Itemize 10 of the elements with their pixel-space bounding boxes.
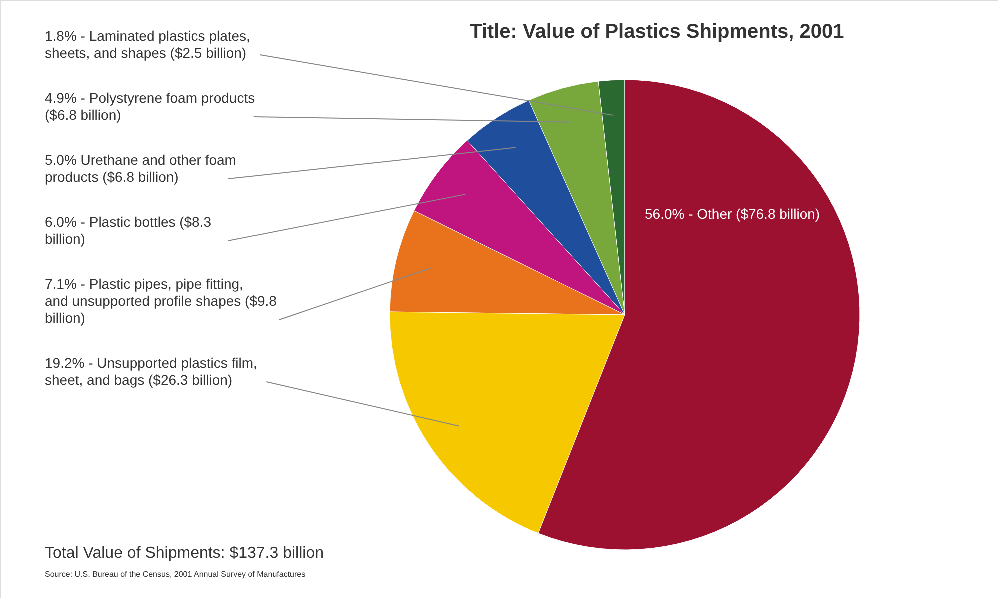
slice-label: 6.0% - Plastic bottles ($8.3 billion): [45, 214, 212, 247]
slice-label: 7.1% - Plastic pipes, pipe fitting, and unsupported profile shapes ($9.8 billion): [45, 276, 278, 326]
text: Total Value of Shipments: $137.3 billion: [45, 545, 324, 562]
slice-label: 19.2% - Unsupported plastics film, sheet, and bags ($26.3 billion): [45, 355, 258, 388]
source-note: Source: U.S. Bureau of the Census, 2001 Annual Survey of Manufactures: [45, 570, 306, 579]
slice-label: 5.0% Urethane and other foam products ($6.8 billion): [45, 152, 236, 185]
slice-label: 1.8% - Laminated plastics plates, sheets, and shapes ($2.5 billion): [45, 28, 250, 61]
chart-title: Title: Value of Plastics Shipments, 2001: [470, 21, 844, 43]
slice-label: 4.9% - Polystyrene foam products ($6.8 billion): [45, 90, 256, 123]
slice-label: 56.0% - Other ($76.8 billion): [645, 206, 820, 222]
